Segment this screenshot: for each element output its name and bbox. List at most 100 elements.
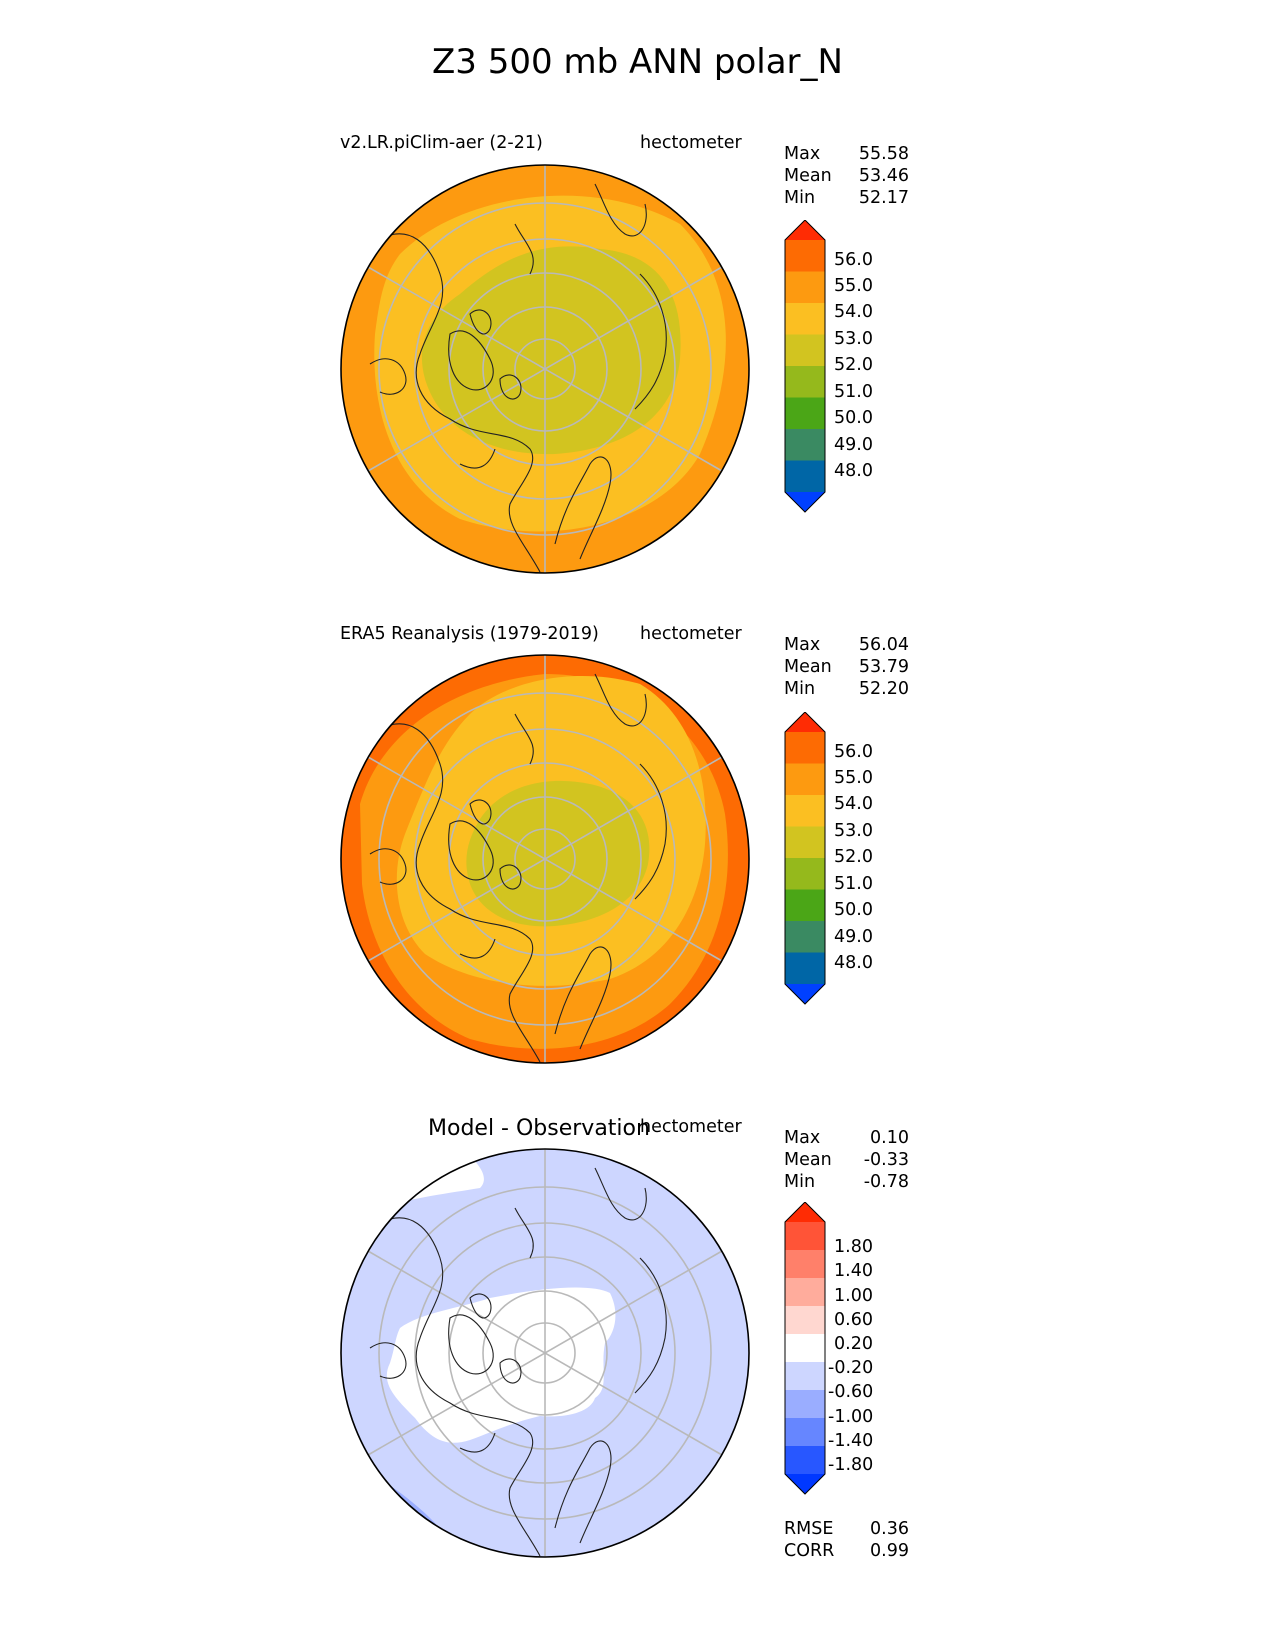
colorbar-tick: -0.20 xyxy=(828,1358,874,1378)
colorbar-tick: -1.00 xyxy=(828,1407,874,1427)
colorbar-tick: 49.0 xyxy=(834,927,873,947)
map-border xyxy=(340,164,750,574)
colorbar-tick: 56.0 xyxy=(834,742,873,762)
polar-map-model xyxy=(340,164,750,574)
metric-label: RMSE xyxy=(784,1519,834,1539)
colorbar-segment xyxy=(785,334,825,367)
colorbar-difference xyxy=(784,1202,826,1495)
panel-2-units: hectometer xyxy=(640,624,742,644)
colorbar-extend-max xyxy=(785,220,825,240)
colorbar-tick: 55.0 xyxy=(834,768,873,788)
colorbar-segment xyxy=(785,1278,825,1307)
colorbar-tick: 56.0 xyxy=(834,250,873,270)
colorbar-segment xyxy=(785,1418,825,1447)
colorbar-segment xyxy=(785,1334,825,1363)
colorbar-tick: 49.0 xyxy=(834,435,873,455)
metric-label: CORR xyxy=(784,1541,835,1561)
colorbar-tick: 50.0 xyxy=(834,900,873,920)
colorbar-tick: 0.60 xyxy=(834,1310,873,1330)
stat-label: Mean xyxy=(784,166,832,186)
colorbar-outline xyxy=(784,1202,826,1495)
colorbar-segment xyxy=(785,1446,825,1475)
colorbar-tick: 52.0 xyxy=(834,847,873,867)
colorbar-tick: 48.0 xyxy=(834,953,873,973)
colorbar-tick: 54.0 xyxy=(834,794,873,814)
colorbar-segment xyxy=(785,1222,825,1251)
stat-value: 52.17 xyxy=(858,188,909,208)
stat-label: Mean xyxy=(784,1150,832,1170)
colorbar-tick: 1.00 xyxy=(834,1286,873,1306)
colorbar-extend-max xyxy=(785,1202,825,1222)
stat-label: Max xyxy=(784,635,821,655)
colorbar-tick: 1.40 xyxy=(834,1261,873,1281)
stat-label: Min xyxy=(784,188,816,208)
colorbar-segment xyxy=(785,952,825,985)
coastlines xyxy=(369,673,667,1063)
colorbar-segment xyxy=(785,240,825,272)
panel-3-stats: Max 0.10 Mean -0.33 Min -0.78 xyxy=(784,1127,909,1193)
panel-1-stats: Max 55.58 Mean 53.46 Min 52.17 xyxy=(784,143,909,209)
colorbar-outline xyxy=(784,712,826,1005)
colorbar-segment xyxy=(785,858,825,890)
colorbar-tick: 48.0 xyxy=(834,461,873,481)
panel-1-title: v2.LR.piClim-aer (2-21) xyxy=(340,133,543,153)
stat-value: -0.78 xyxy=(863,1172,909,1192)
colorbar-tick: -1.40 xyxy=(828,1431,874,1451)
colorbar-extend-max xyxy=(785,712,825,732)
panel-3-metrics: RMSE 0.36 CORR 0.99 xyxy=(784,1518,909,1562)
colorbar-segment xyxy=(785,826,825,859)
colorbar-observation xyxy=(784,712,826,1005)
colorbar-tick: 50.0 xyxy=(834,408,873,428)
metric-value: 0.99 xyxy=(870,1541,909,1561)
colorbar-tick: 53.0 xyxy=(834,329,873,349)
colorbar-segment xyxy=(785,1306,825,1335)
stat-value: 52.20 xyxy=(858,679,909,699)
stat-label: Min xyxy=(784,1172,816,1192)
graticule xyxy=(367,655,723,1063)
figure-title: Z3 500 mb ANN polar_N xyxy=(432,42,843,82)
stat-value: 53.46 xyxy=(858,166,909,186)
field-52-53 xyxy=(466,780,650,927)
colorbar-model xyxy=(784,220,826,513)
map-border xyxy=(340,1148,750,1558)
stat-value: 0.10 xyxy=(870,1128,909,1148)
colorbar-tick: 1.80 xyxy=(834,1237,873,1257)
colorbar-segment xyxy=(785,303,825,335)
colorbar-tick: -0.60 xyxy=(828,1382,874,1402)
stat-label: Max xyxy=(784,144,821,164)
colorbar-extend-min xyxy=(785,492,825,512)
polar-map-observation xyxy=(340,654,750,1064)
colorbar-segment xyxy=(785,271,825,304)
colorbar-extend-min xyxy=(785,984,825,1004)
colorbar-extend-min xyxy=(785,1474,825,1494)
colorbar-tick: 53.0 xyxy=(834,821,873,841)
colorbar-tick: 54.0 xyxy=(834,302,873,322)
stat-value: -0.33 xyxy=(863,1150,909,1170)
graticule xyxy=(367,1149,723,1557)
colorbar-tick: 51.0 xyxy=(834,382,873,402)
colorbar-segment xyxy=(785,763,825,796)
colorbar-segment xyxy=(785,1390,825,1419)
coastlines xyxy=(369,1167,667,1557)
coastlines xyxy=(369,183,667,573)
colorbar-segment xyxy=(785,921,825,953)
stat-value: 53.79 xyxy=(858,657,909,677)
metric-value: 0.36 xyxy=(870,1519,909,1539)
stat-label: Min xyxy=(784,679,816,699)
colorbar-outline xyxy=(784,220,826,513)
panel-3-units: hectometer xyxy=(640,1117,742,1137)
colorbar-tick: -1.80 xyxy=(828,1455,874,1475)
colorbar-segment xyxy=(785,397,825,430)
panel-2-title: ERA5 Reanalysis (1979-2019) xyxy=(340,624,599,644)
stat-label: Mean xyxy=(784,657,832,677)
colorbar-segment xyxy=(785,889,825,922)
graticule xyxy=(367,165,723,573)
colorbar-tick: 52.0 xyxy=(834,355,873,375)
panel-3-title: Model - Observation xyxy=(428,1116,650,1141)
colorbar-segment xyxy=(785,366,825,398)
colorbar-segment xyxy=(785,795,825,827)
stat-label: Max xyxy=(784,1128,821,1148)
panel-1-units: hectometer xyxy=(640,133,742,153)
colorbar-segment xyxy=(785,732,825,764)
panel-2-stats: Max 56.04 Mean 53.79 Min 52.20 xyxy=(784,634,909,700)
